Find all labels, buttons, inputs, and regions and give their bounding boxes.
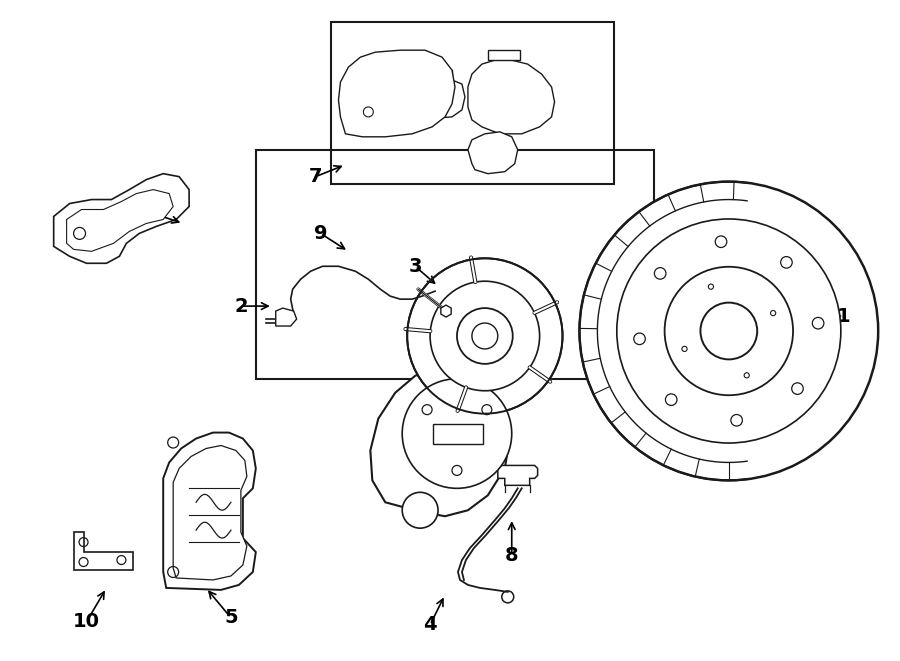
Text: 3: 3 bbox=[409, 256, 422, 276]
Polygon shape bbox=[433, 424, 483, 444]
Circle shape bbox=[407, 258, 562, 414]
Polygon shape bbox=[163, 432, 256, 590]
Polygon shape bbox=[498, 465, 537, 485]
Polygon shape bbox=[440, 70, 452, 80]
Polygon shape bbox=[74, 532, 133, 570]
Text: 7: 7 bbox=[309, 167, 322, 186]
Text: 6: 6 bbox=[147, 204, 160, 223]
Polygon shape bbox=[67, 190, 173, 251]
Text: 1: 1 bbox=[836, 307, 850, 326]
Polygon shape bbox=[441, 305, 451, 317]
Circle shape bbox=[664, 267, 793, 395]
Circle shape bbox=[616, 219, 841, 443]
Text: 8: 8 bbox=[505, 545, 518, 564]
Circle shape bbox=[430, 281, 540, 391]
Text: 4: 4 bbox=[423, 615, 436, 635]
Polygon shape bbox=[430, 80, 465, 118]
Polygon shape bbox=[338, 50, 455, 137]
Bar bbox=[330, 22, 615, 184]
Polygon shape bbox=[54, 174, 189, 263]
Polygon shape bbox=[488, 50, 519, 60]
Polygon shape bbox=[275, 308, 297, 326]
Circle shape bbox=[402, 379, 512, 488]
Polygon shape bbox=[370, 366, 509, 516]
Text: 2: 2 bbox=[234, 297, 248, 315]
Text: 5: 5 bbox=[224, 608, 238, 627]
Polygon shape bbox=[468, 60, 554, 134]
Polygon shape bbox=[468, 132, 518, 174]
Bar bbox=[256, 150, 654, 379]
Polygon shape bbox=[173, 446, 247, 580]
Circle shape bbox=[402, 492, 438, 528]
Text: 10: 10 bbox=[73, 612, 100, 631]
Text: 9: 9 bbox=[314, 224, 328, 243]
Circle shape bbox=[457, 308, 513, 364]
Circle shape bbox=[580, 182, 878, 481]
